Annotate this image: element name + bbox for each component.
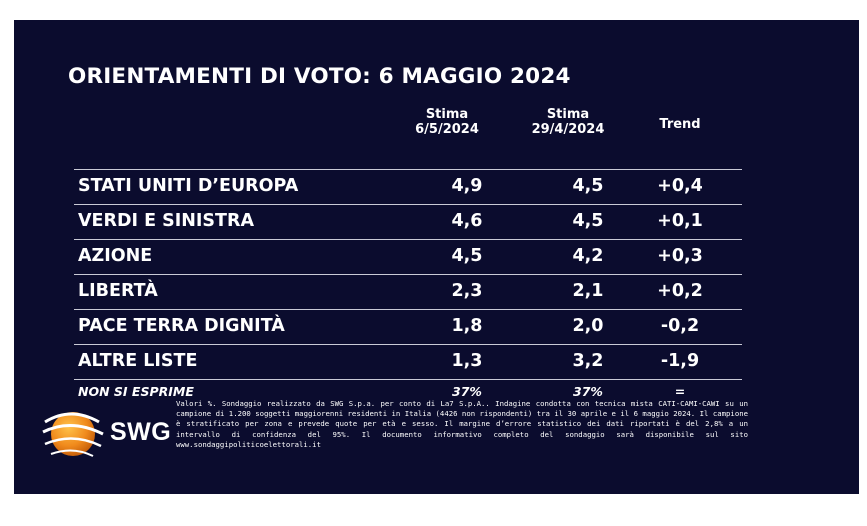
trend-value: -0,2 xyxy=(660,316,700,336)
party-name: NON SI ESPRIME xyxy=(78,384,194,399)
table-row: LIBERTÀ 2,3 2,1 +0,2 xyxy=(74,274,742,309)
trend-value: -1,9 xyxy=(660,351,700,371)
column-header-line2: 6/5/2024 xyxy=(415,122,479,137)
stima-6-5-value: 4,5 xyxy=(451,246,483,266)
party-name: AZIONE xyxy=(78,246,153,266)
swg-globe-icon xyxy=(42,412,104,457)
swg-logo-text: SWG xyxy=(110,418,172,446)
stima-29-4-value: 4,2 xyxy=(572,246,604,266)
party-name: ALTRE LISTE xyxy=(78,351,198,371)
column-header-line1: Stima xyxy=(546,107,590,122)
stima-6-5-value: 4,9 xyxy=(451,176,483,196)
methodology-footnote: Valori %. Sondaggio realizzato da SWG S.… xyxy=(176,399,748,449)
party-name: VERDI E SINISTRA xyxy=(78,211,254,231)
column-header-line1: Trend xyxy=(659,117,701,132)
stima-29-4-value: 2,0 xyxy=(572,316,604,336)
stima-6-5-value: 37% xyxy=(452,384,482,399)
poll-panel xyxy=(14,20,859,494)
stima-6-5-value: 4,6 xyxy=(451,211,483,231)
column-header-trend: Trend xyxy=(630,117,730,132)
trend-value: +0,3 xyxy=(657,246,703,266)
swg-logo: SWG xyxy=(37,402,171,462)
table-row: PACE TERRA DIGNITÀ 1,8 2,0 -0,2 xyxy=(74,309,742,344)
trend-value: +0,4 xyxy=(657,176,703,196)
trend-value: +0,2 xyxy=(657,281,703,301)
trend-value: = xyxy=(674,384,686,399)
column-header-stima-29-4: Stima 29/4/2024 xyxy=(513,107,623,137)
table-row: ALTRE LISTE 1,3 3,2 -1,9 xyxy=(74,344,742,379)
party-name: PACE TERRA DIGNITÀ xyxy=(78,316,285,336)
table-row-non-si-esprime: NON SI ESPRIME 37% 37% = xyxy=(74,379,742,404)
stima-6-5-value: 1,3 xyxy=(451,351,483,371)
stima-6-5-value: 1,8 xyxy=(451,316,483,336)
stima-29-4-value: 2,1 xyxy=(572,281,604,301)
page-title: ORIENTAMENTI DI VOTO: 6 MAGGIO 2024 xyxy=(68,64,571,89)
table-row: VERDI E SINISTRA 4,6 4,5 +0,1 xyxy=(74,204,742,239)
stima-6-5-value: 2,3 xyxy=(451,281,483,301)
stima-29-4-value: 3,2 xyxy=(572,351,604,371)
column-header-line1: Stima xyxy=(425,107,469,122)
stima-29-4-value: 4,5 xyxy=(572,211,604,231)
stima-29-4-value: 37% xyxy=(573,384,603,399)
party-name: LIBERTÀ xyxy=(78,281,158,301)
trend-value: +0,1 xyxy=(657,211,703,231)
table-row: STATI UNITI D’EUROPA 4,9 4,5 +0,4 xyxy=(74,169,742,204)
column-header-stima-6-5: Stima 6/5/2024 xyxy=(392,107,502,137)
stima-29-4-value: 4,5 xyxy=(572,176,604,196)
column-header-line2: 29/4/2024 xyxy=(531,122,605,137)
table-row: AZIONE 4,5 4,2 +0,3 xyxy=(74,239,742,274)
party-name: STATI UNITI D’EUROPA xyxy=(78,176,299,196)
